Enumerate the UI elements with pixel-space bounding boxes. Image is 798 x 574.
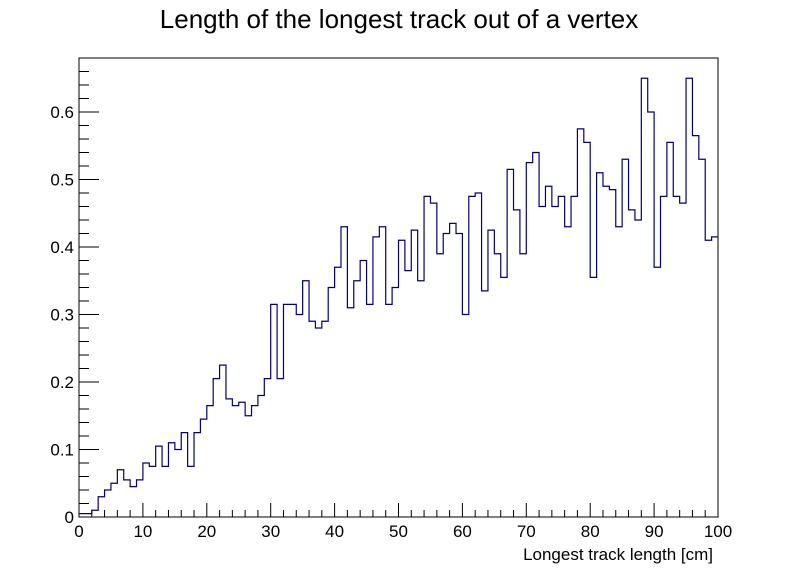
x-tick-label: 0 (74, 522, 83, 541)
x-tick-label: 50 (389, 522, 408, 541)
x-tick-label: 40 (325, 522, 344, 541)
x-tick-label: 30 (261, 522, 280, 541)
y-tick-label: 0.6 (50, 103, 74, 122)
y-tick-label: 0.4 (50, 238, 74, 257)
x-tick-label: 100 (704, 522, 732, 541)
x-axis-tick-labels: 0 10 20 30 40 50 60 70 80 90 100 (74, 522, 732, 541)
y-tick-label: 0.1 (50, 441, 74, 460)
x-tick-label: 80 (581, 522, 600, 541)
y-tick-label: 0 (65, 508, 74, 527)
x-tick-label: 60 (453, 522, 472, 541)
y-tick-label: 0.3 (50, 306, 74, 325)
y-axis-ticks (79, 57, 99, 518)
histogram-series-line (79, 77, 718, 515)
y-tick-label: 0.5 (50, 171, 74, 190)
y-axis-tick-labels: 0 0.1 0.2 0.3 0.4 0.5 0.6 (50, 103, 74, 527)
x-tick-label: 70 (517, 522, 536, 541)
y-tick-label: 0.2 (50, 373, 74, 392)
x-axis-ticks (78, 503, 719, 517)
x-tick-label: 20 (197, 522, 216, 541)
x-axis-title: Longest track length [cm] (523, 545, 713, 564)
chart-title: Length of the longest track out of a ver… (159, 4, 639, 34)
x-tick-label: 90 (645, 522, 664, 541)
x-tick-label: 10 (133, 522, 152, 541)
